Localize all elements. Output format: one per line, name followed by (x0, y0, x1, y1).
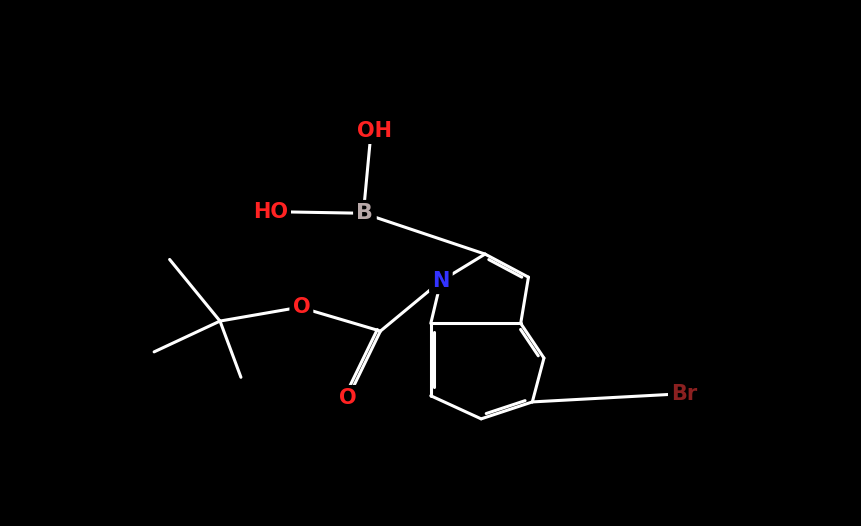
Text: HO: HO (253, 202, 288, 222)
Text: B: B (356, 203, 374, 223)
Text: Br: Br (671, 384, 697, 404)
Text: O: O (293, 297, 310, 317)
Text: N: N (432, 271, 449, 291)
Text: OH: OH (357, 121, 393, 141)
Text: O: O (339, 388, 356, 408)
